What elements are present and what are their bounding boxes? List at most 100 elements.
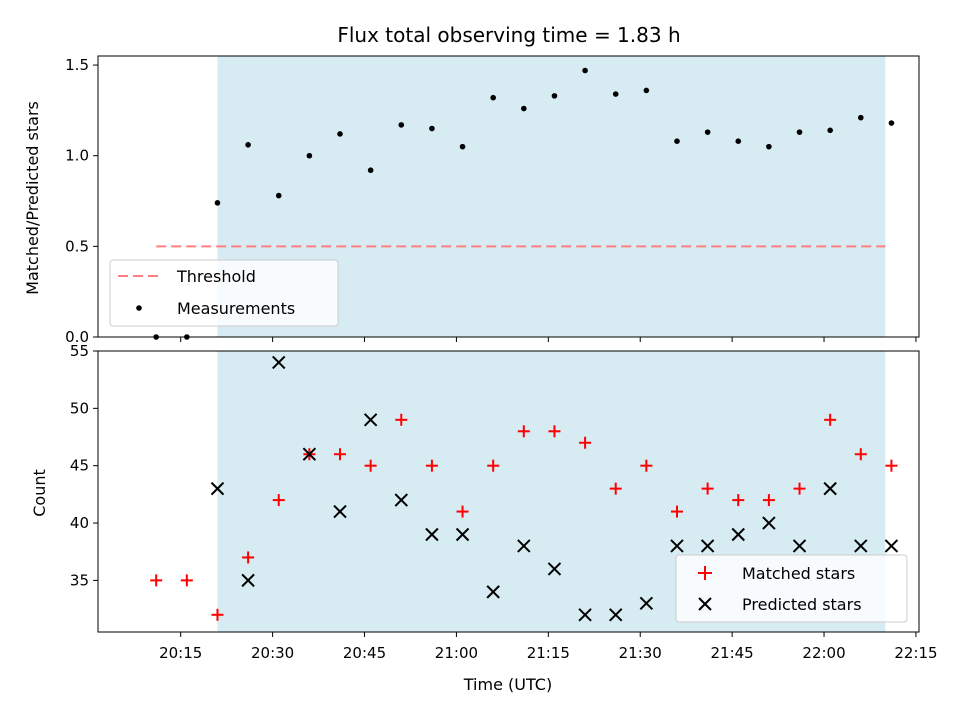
- matched-star-point: [334, 448, 347, 461]
- predicted-star-stroke-b: [609, 608, 623, 622]
- bottom-y-tick-label: 50: [70, 399, 89, 417]
- measurement-point: [275, 192, 282, 199]
- predicted-star-point: [272, 355, 286, 370]
- matched-star-point: [242, 551, 255, 564]
- predicted-star-stroke-b: [302, 447, 317, 461]
- matched-star-point: [395, 413, 408, 426]
- top-y-tick-label: 1.0: [65, 147, 89, 165]
- matched-stars-legend-swatch: [698, 566, 712, 580]
- predicted-star-stroke-b: [394, 493, 408, 507]
- x-tick-label: 21:45: [711, 644, 754, 662]
- predicted-star-point: [731, 527, 745, 542]
- bottom-y-tick-label: 35: [70, 571, 89, 589]
- measurement-point: [582, 67, 588, 74]
- measurement-point: [704, 129, 711, 135]
- predicted-star-stroke-b: [823, 481, 837, 496]
- measurement-point: [796, 129, 803, 135]
- measurement-point: [367, 167, 374, 174]
- predicted-star-stroke-b: [517, 539, 531, 553]
- predicted-star-point: [302, 447, 317, 461]
- predicted-star-point: [425, 527, 439, 542]
- predicted-stars-legend-label: Predicted stars: [742, 595, 862, 614]
- predicted-star-stroke-b: [425, 527, 439, 542]
- matched-star-point: [640, 459, 653, 472]
- predicted-star-point: [517, 539, 531, 553]
- predicted-star-point: [823, 481, 837, 496]
- matched-star-point: [732, 494, 745, 507]
- predicted-star-stroke-b: [486, 585, 500, 599]
- bottom-y-ticks: 35 40 45 50 55: [70, 342, 98, 589]
- top-x-ticks: [180, 337, 917, 342]
- measurement-point: [490, 94, 496, 101]
- predicted-star-point: [792, 539, 807, 553]
- measurement-point: [674, 138, 680, 145]
- bottom-legend: Matched stars Predicted stars: [675, 554, 908, 623]
- matched-star-point: [150, 574, 163, 587]
- matched-star-point: [272, 494, 285, 507]
- bottom-y-tick-label: 45: [70, 457, 89, 475]
- top-plot-frame: [97, 55, 920, 338]
- matched-star-point: [885, 459, 898, 472]
- measurement-point: [735, 138, 742, 145]
- measurement-point: [551, 93, 558, 99]
- top-y-tick-label: 0.0: [65, 328, 89, 346]
- x-tick-label: 21:15: [527, 644, 570, 662]
- x-tick-label: 20:45: [343, 644, 386, 662]
- bottom-plot-panel: 35 40 45 50 55 20:15 20:30 20:45 21:00 21:15 21:3…: [30, 342, 938, 694]
- predicted-star-stroke-b: [762, 516, 776, 530]
- predicted-star-stroke-b: [792, 539, 807, 553]
- top-legend: Threshold Measurements: [109, 259, 339, 327]
- matched-star-point: [517, 425, 530, 438]
- measurement-points: [153, 67, 895, 340]
- predicted-star-point: [547, 562, 562, 576]
- predicted-star-stroke-b: [670, 539, 684, 553]
- predicted-star-point: [854, 539, 868, 553]
- predicted-star-stroke-b: [455, 527, 470, 542]
- measurements-legend-swatch: [136, 305, 142, 311]
- measurement-point: [337, 131, 343, 137]
- matched-star-point: [579, 436, 592, 449]
- measurements-legend-label: Measurements: [177, 299, 295, 318]
- predicted-star-point: [486, 585, 500, 599]
- predicted-star-point: [241, 573, 255, 588]
- predicted-star-point: [455, 527, 470, 542]
- measurement-point: [827, 127, 833, 134]
- top-y-tick-label: 0.5: [65, 237, 89, 255]
- measurement-point: [857, 114, 864, 121]
- predicted-star-stroke-b: [578, 608, 592, 622]
- predicted-stars-legend-swatch: [698, 597, 712, 611]
- predicted-star-point: [700, 539, 715, 553]
- matched-star-point: [180, 574, 193, 587]
- predicted-star-point: [333, 504, 347, 519]
- predicted-star-point: [394, 493, 408, 507]
- bottom-plot-frame: [97, 350, 920, 633]
- measurement-point: [766, 143, 772, 150]
- predicted-star-stroke-b: [547, 562, 562, 576]
- predicted-star-point: [884, 539, 899, 553]
- predicted-star-stroke-b: [363, 413, 378, 427]
- matched-star-point: [487, 459, 500, 472]
- measurement-point: [214, 200, 221, 206]
- measurement-point: [459, 143, 466, 150]
- measurement-point: [398, 122, 405, 128]
- x-tick-label: 22:00: [802, 644, 845, 662]
- matched-star-point: [364, 459, 377, 472]
- matched-star-point: [762, 494, 775, 507]
- predicted-stars-points: [210, 355, 899, 622]
- predicted-star-stroke-b: [884, 539, 899, 553]
- x-tick-label: 20:15: [159, 644, 202, 662]
- measurement-point: [888, 120, 895, 126]
- top-plot-panel: 0.0 0.5 1.0 1.5 Flux total observing time =…: [23, 23, 920, 346]
- matched-star-point: [824, 413, 837, 426]
- predicted-star-point: [210, 481, 225, 496]
- matched-stars-points: [150, 413, 898, 621]
- matched-star-point: [456, 505, 469, 518]
- measurement-point: [612, 91, 619, 97]
- bottom-legend-box: [675, 554, 908, 623]
- measurement-point: [429, 125, 435, 132]
- predicted-star-stroke-b: [700, 539, 715, 553]
- predicted-star-stroke-b: [333, 504, 347, 519]
- measurement-point: [643, 87, 650, 94]
- predicted-star-stroke-b: [639, 596, 654, 611]
- top-y-axis-label: Matched/Predicted stars: [23, 101, 42, 295]
